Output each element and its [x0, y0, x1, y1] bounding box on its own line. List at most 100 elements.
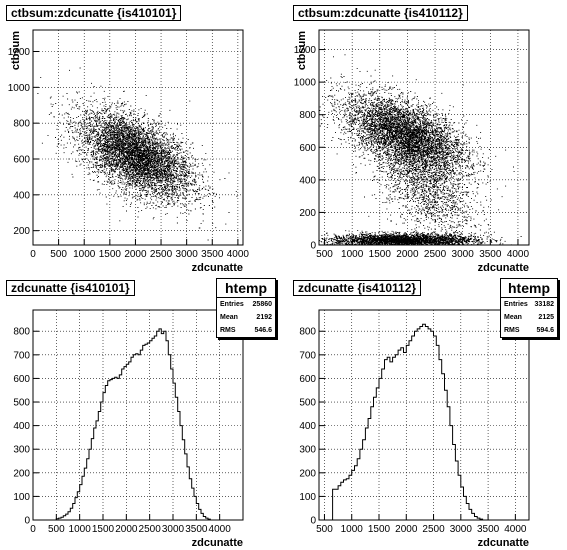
y-tick-label: 200	[13, 226, 30, 237]
stats-mean-row: Mean 2125	[504, 314, 554, 321]
x-tick-label: 1000	[69, 524, 92, 535]
x-tick-label: 500	[50, 249, 67, 260]
y-tick-label: 400	[299, 175, 316, 186]
plot-frame	[318, 309, 530, 521]
plot-title: ctbsum:zdcunatte {is410112}	[293, 5, 468, 21]
x-tick-label: 3000	[452, 249, 475, 260]
plot-title: zdcunatte {is410101}	[6, 280, 135, 296]
x-tick-label: 2000	[396, 249, 419, 260]
x-axis-label: zdcunatte	[192, 537, 243, 549]
histogram-is410101: 0 500 1000 1500 2000 2500 3000 3500 4000 0 100 200 3…	[13, 309, 244, 549]
y-tick-label: 800	[299, 110, 316, 121]
y-tick-label: 600	[13, 374, 30, 385]
y-tick-label: 200	[299, 208, 316, 219]
stats-rms-row: RMS 594.6	[504, 327, 554, 334]
y-tick-label: 300	[299, 445, 316, 456]
y-tick-label: 400	[13, 421, 30, 432]
x-tick-label: 500	[316, 524, 333, 535]
x-tick-label: 3500	[185, 524, 208, 535]
scatter-plot-is410112: 500 1000 1500 2000 2500 3000 3500 4000 0 200 400 60…	[294, 29, 530, 274]
x-tick-label: 1000	[73, 249, 96, 260]
x-tick-label: 3000	[450, 524, 473, 535]
stats-box: htemp Entries 33182 Mean 2125 RMS 594.6	[500, 278, 558, 338]
y-tick-label: 700	[299, 350, 316, 361]
x-axis-label: zdcunatte	[192, 262, 243, 274]
y-tick-label: 1000	[294, 78, 317, 89]
stats-mean-row: Mean 2192	[220, 314, 272, 321]
stats-rms-row: RMS 546.6	[220, 327, 272, 334]
x-tick-label: 3500	[201, 249, 224, 260]
x-tick-label: 1500	[368, 524, 391, 535]
x-tick-label: 1500	[369, 249, 392, 260]
histogram-pad-is410101: 0 500 1000 1500 2000 2500 3000 3500 4000 0 100 200 3…	[0, 275, 283, 550]
plot-frame	[32, 29, 244, 246]
x-axis-label: zdcunatte	[478, 537, 529, 549]
x-tick-label: 1500	[99, 249, 122, 260]
stats-title: htemp	[501, 279, 557, 298]
stats-entries-row: Entries 33182	[504, 301, 554, 308]
histogram-outline	[332, 323, 484, 520]
scatter-points	[37, 67, 238, 241]
x-tick-label: 4000	[227, 249, 250, 260]
y-tick-label: 600	[299, 374, 316, 385]
x-tick-label: 3000	[162, 524, 185, 535]
y-tick-label: 1000	[8, 83, 31, 94]
x-tick-label: 2500	[150, 249, 173, 260]
y-tick-label: 500	[13, 398, 30, 409]
x-tick-label: 1500	[92, 524, 115, 535]
x-tick-label: 1000	[341, 524, 364, 535]
y-tick-label: 800	[299, 327, 316, 338]
y-tick-label: 600	[299, 143, 316, 154]
x-tick-label: 1000	[341, 249, 364, 260]
stats-title: htemp	[217, 279, 275, 298]
histogram-outline	[55, 328, 211, 520]
x-tick-label: 4000	[504, 524, 527, 535]
x-tick-label: 3500	[479, 249, 502, 260]
x-tick-label: 500	[48, 524, 65, 535]
x-tick-label: 4000	[209, 524, 232, 535]
x-tick-label: 2000	[124, 249, 147, 260]
plot-title: ctbsum:zdcunatte {is410101}	[6, 5, 182, 21]
x-tick-label: 2000	[115, 524, 138, 535]
y-tick-label: 1200	[294, 45, 317, 56]
histogram-is410112: 500 1000 1500 2000 2500 3000 3500 4000 0 100 200 30…	[299, 309, 530, 549]
x-tick-label: 2000	[395, 524, 418, 535]
y-axis-label: ctbsum	[296, 31, 308, 70]
x-tick-label: 3500	[477, 524, 500, 535]
x-tick-label: 4000	[507, 249, 530, 260]
x-axis-label: zdcunatte	[478, 262, 529, 274]
stats-box: htemp Entries 25860 Mean 2192 RMS 546.6	[216, 278, 276, 338]
y-tick-label: 1200	[8, 47, 31, 58]
y-tick-label: 800	[13, 119, 30, 130]
y-tick-label: 500	[299, 398, 316, 409]
x-tick-label: 0	[30, 524, 36, 535]
x-tick-label: 0	[30, 249, 36, 260]
y-tick-label: 800	[13, 327, 30, 338]
scatter-pad-is410112: 500 1000 1500 2000 2500 3000 3500 4000 0 200 400 60…	[283, 0, 567, 275]
y-tick-label: 400	[13, 190, 30, 201]
plot-frame	[318, 29, 530, 246]
y-tick-label: 200	[299, 468, 316, 479]
x-tick-label: 2500	[424, 249, 447, 260]
y-tick-label: 200	[13, 468, 30, 479]
y-tick-label: 600	[13, 155, 30, 166]
scatter-points	[319, 54, 522, 246]
x-tick-label: 2500	[139, 524, 162, 535]
scatter-plot-is410101: 0 500 1000 1500 2000 2500 3000 3500 400020040060…	[8, 29, 250, 274]
plot-frame	[32, 309, 244, 521]
y-tick-label: 0	[310, 241, 316, 252]
stats-entries-row: Entries 25860	[220, 301, 272, 308]
histogram-pad-is410112: 500 1000 1500 2000 2500 3000 3500 4000 0 100 200 30…	[283, 275, 567, 550]
x-tick-label: 500	[316, 249, 333, 260]
y-tick-label: 400	[299, 421, 316, 432]
y-tick-label: 700	[13, 350, 30, 361]
y-tick-label: 0	[24, 516, 30, 527]
scatter-pad-is410101: 0 500 1000 1500 2000 2500 3000 3500 4000 200 400 60…	[0, 0, 283, 275]
y-tick-label: 100	[299, 492, 316, 503]
x-tick-label: 3000	[176, 249, 199, 260]
x-tick-label: 2500	[422, 524, 445, 535]
plot-title: zdcunatte {is410112}	[293, 280, 422, 296]
y-tick-label: 300	[13, 445, 30, 456]
y-tick-label: 100	[13, 492, 30, 503]
y-tick-label: 0	[310, 516, 316, 527]
